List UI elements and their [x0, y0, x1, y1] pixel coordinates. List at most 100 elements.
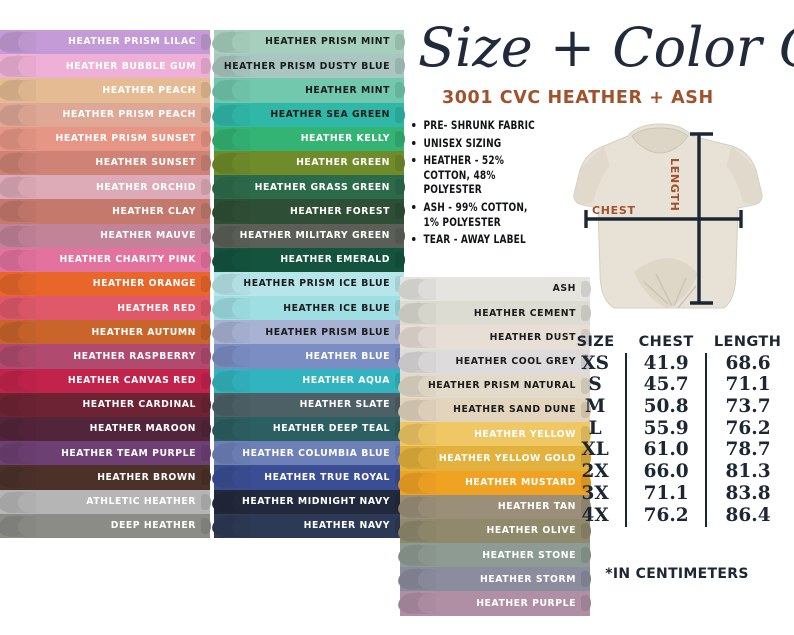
- cell-length: 78.7: [705, 440, 789, 462]
- feature-list-item: ASH - 99% COTTON, 1% POLYESTER: [412, 200, 546, 229]
- color-swatch-row: HEATHER SUNSET: [0, 150, 210, 176]
- color-swatch-label: HEATHER PRISM PEACH: [62, 109, 196, 120]
- color-swatch-row: HEATHER PRISM PEACH: [0, 102, 210, 127]
- color-swatch-label: HEATHER CANVAS RED: [67, 375, 196, 387]
- color-swatch-label: HEATHER PRISM NATURAL: [427, 380, 576, 392]
- color-swatch-label: HEATHER KELLY: [300, 133, 390, 145]
- color-swatch-band: [250, 297, 400, 320]
- column-header-length: LENGTH: [713, 334, 782, 350]
- color-swatch-band: [436, 495, 586, 518]
- color-swatch-band: [36, 31, 206, 54]
- size-table-row: 2X 66.0 81.3: [565, 461, 789, 484]
- shirt-sleeve-left: [573, 146, 610, 205]
- color-swatch-label: HEATHER RASPBERRY: [73, 350, 196, 362]
- color-column-warm: HEATHER PRISM LILAC HEATHER BUBBLE GUM HEA…: [0, 30, 210, 538]
- color-swatch-label: HEATHER DUST: [489, 331, 576, 343]
- color-swatch-row: HEATHER MIDNIGHT NAVY: [214, 489, 404, 514]
- color-swatch-band: [250, 466, 400, 489]
- color-swatch-row: ATHLETIC HEATHER: [0, 489, 210, 514]
- feature-list-item: UNISEX SIZING: [412, 136, 546, 151]
- color-swatch-band: [250, 103, 400, 126]
- color-swatch-band: [436, 423, 586, 446]
- cell-chest: 45.7: [625, 374, 707, 397]
- color-swatch-label: HEATHER FOREST: [290, 205, 390, 217]
- color-swatch-band: [436, 278, 586, 301]
- color-swatch-band: [36, 369, 206, 392]
- color-swatch-label: HEATHER AQUA: [302, 375, 390, 387]
- cell-size: M: [584, 395, 606, 417]
- cell-chest: 71.1: [625, 483, 707, 506]
- color-swatch-band: [436, 592, 586, 615]
- color-swatch-label: HEATHER PURPLE: [476, 597, 576, 609]
- color-swatch-band: [250, 442, 400, 465]
- color-swatch-band: [436, 398, 586, 422]
- color-column-neutral: ASH HEATHER CEMENT HEATHER DUST HEATHER COO…: [400, 277, 590, 616]
- color-swatch-label: HEATHER OLIVE: [486, 525, 576, 537]
- color-swatch-label: HEATHER AUTUMN: [91, 326, 196, 338]
- cell-chest: 61.0: [625, 440, 707, 462]
- color-swatch-band: [250, 224, 400, 247]
- color-swatch-row: HEATHER AQUA: [214, 368, 404, 393]
- color-swatch-label: HEATHER MIDNIGHT NAVY: [242, 496, 390, 507]
- color-swatch-band: [250, 79, 400, 102]
- color-swatch-label: HEATHER COOL GREY: [455, 356, 576, 367]
- color-swatch-label: HEATHER MILITARY GREEN: [239, 229, 390, 241]
- size-table-row: 4X 76.2 86.4: [565, 505, 789, 527]
- color-swatch-row: HEATHER COOL GREY: [400, 349, 590, 374]
- color-swatch-row: HEATHER CLAY: [0, 199, 210, 224]
- color-swatch-row: DEEP HEATHER: [0, 513, 210, 538]
- cell-length: 86.4: [705, 505, 789, 527]
- color-swatch-band: [436, 544, 586, 567]
- color-swatch-band: [250, 248, 400, 271]
- color-swatch-row: HEATHER BUBBLE GUM: [0, 54, 210, 79]
- units-note: *IN CENTIMETERS: [605, 566, 749, 582]
- color-swatch-label: HEATHER TEAM PURPLE: [61, 447, 196, 459]
- color-swatch-label: HEATHER PEACH: [102, 84, 196, 96]
- color-swatch-band: [250, 321, 400, 344]
- color-swatch-band: [250, 127, 400, 150]
- color-swatch-label: HEATHER YELLOW GOLD: [438, 452, 576, 464]
- color-swatch-band: [250, 490, 400, 513]
- cell-chest: 41.9: [625, 353, 707, 375]
- cell-size: 4X: [581, 504, 609, 526]
- cell-length: 68.6: [705, 353, 789, 375]
- color-swatch-row: HEATHER BROWN: [0, 465, 210, 490]
- color-swatch-band: [250, 55, 400, 78]
- color-swatch-label: ATHLETIC HEATHER: [86, 496, 196, 507]
- cell-size: 3X: [581, 482, 609, 504]
- cell-length: 71.1: [705, 374, 789, 397]
- color-swatch-band: [36, 79, 206, 102]
- chest-measure-label: CHEST: [592, 204, 636, 217]
- color-swatch-band: [36, 55, 206, 78]
- page-title: Size + Color Chart: [418, 16, 794, 82]
- shirt-diagram: CHEST LENGTH: [556, 122, 794, 320]
- color-swatch-band: [436, 471, 586, 494]
- cell-length: 81.3: [705, 461, 789, 484]
- color-swatch-row: HEATHER AUTUMN: [0, 320, 210, 345]
- color-swatch-band: [250, 514, 400, 537]
- color-swatch-label: HEATHER DEEP TEAL: [272, 423, 390, 435]
- color-swatch-row: HEATHER DEEP TEAL: [214, 417, 404, 442]
- cell-size: L: [588, 417, 602, 439]
- color-swatch-band: [250, 200, 400, 223]
- color-swatch-band: [36, 466, 206, 489]
- color-swatch-label: HEATHER PRISM MINT: [265, 36, 390, 48]
- color-swatch-row: HEATHER FOREST: [214, 199, 404, 224]
- color-swatch-band: [436, 350, 586, 373]
- cell-chest: 55.9: [625, 418, 707, 440]
- color-swatch-label: HEATHER MAROON: [89, 423, 196, 435]
- color-column-cool: HEATHER PRISM MINT HEATHER PRISM DUSTY BL…: [214, 30, 404, 538]
- color-swatch-row: HEATHER PRISM NATURAL: [400, 373, 590, 398]
- color-swatch-band: [436, 326, 586, 349]
- size-table: SIZE CHEST LENGTH XS 41.9 68.6 S 45.7 71.1 M 50…: [565, 333, 789, 527]
- color-swatch-band: [36, 393, 206, 416]
- color-swatch-row: HEATHER PRISM LILAC: [0, 30, 210, 55]
- size-table-header-row: SIZE CHEST LENGTH: [565, 333, 789, 353]
- color-swatch-band: [36, 272, 206, 296]
- color-swatch-row: HEATHER YELLOW GOLD: [400, 446, 590, 471]
- color-swatch-band: [36, 490, 206, 513]
- color-swatch-label: HEATHER MINT: [305, 84, 390, 96]
- feature-list-item: PRE- SHRUNK FABRIC: [412, 118, 546, 133]
- size-table-row: XS 41.9 68.6: [565, 353, 789, 375]
- color-swatch-row: HEATHER SLATE: [214, 392, 404, 417]
